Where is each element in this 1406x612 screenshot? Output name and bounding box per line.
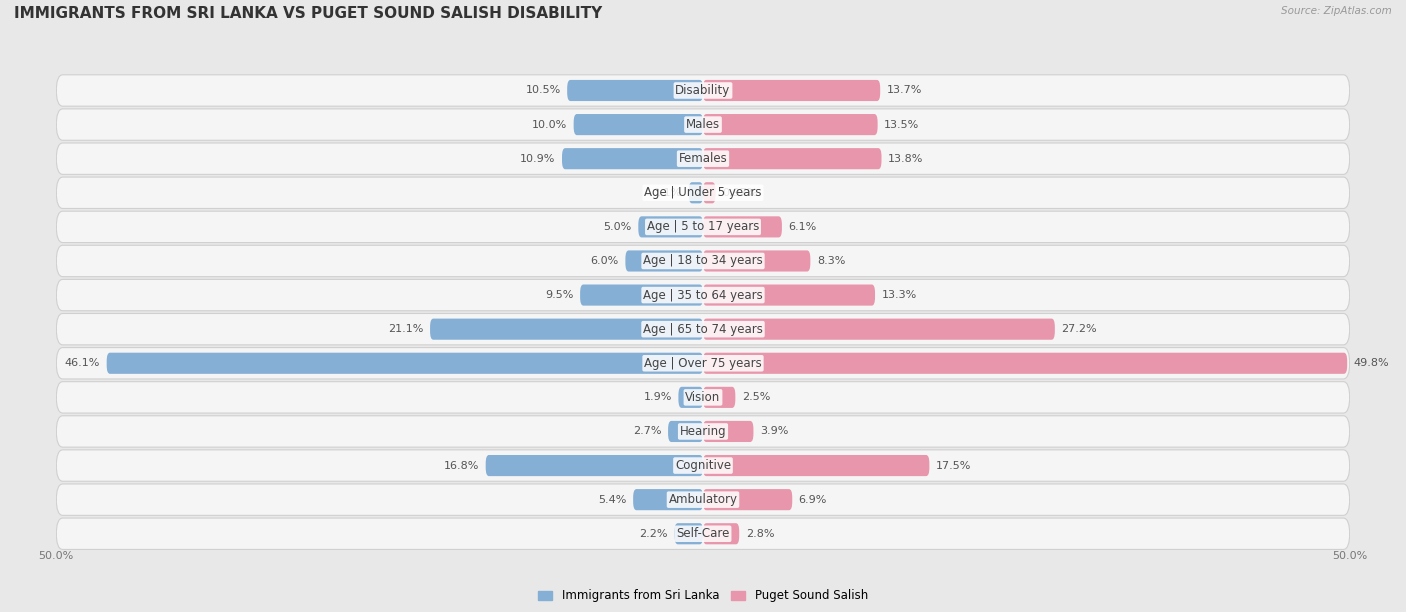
Text: 2.7%: 2.7% xyxy=(633,427,662,436)
FancyBboxPatch shape xyxy=(56,348,1350,379)
Text: 6.1%: 6.1% xyxy=(789,222,817,232)
FancyBboxPatch shape xyxy=(703,353,1347,374)
FancyBboxPatch shape xyxy=(638,216,703,237)
Text: 10.0%: 10.0% xyxy=(531,119,567,130)
FancyBboxPatch shape xyxy=(703,182,716,203)
Text: 50.0%: 50.0% xyxy=(1331,551,1368,561)
Text: Disability: Disability xyxy=(675,84,731,97)
Text: Age | 35 to 64 years: Age | 35 to 64 years xyxy=(643,289,763,302)
Text: 10.5%: 10.5% xyxy=(526,86,561,95)
Text: 0.97%: 0.97% xyxy=(723,188,758,198)
FancyBboxPatch shape xyxy=(56,313,1350,345)
FancyBboxPatch shape xyxy=(107,353,703,374)
Text: 17.5%: 17.5% xyxy=(936,461,972,471)
Text: Males: Males xyxy=(686,118,720,131)
Text: Self-Care: Self-Care xyxy=(676,528,730,540)
FancyBboxPatch shape xyxy=(703,387,735,408)
FancyBboxPatch shape xyxy=(562,148,703,170)
FancyBboxPatch shape xyxy=(56,382,1350,413)
Text: 13.5%: 13.5% xyxy=(884,119,920,130)
Text: Age | Under 5 years: Age | Under 5 years xyxy=(644,186,762,200)
FancyBboxPatch shape xyxy=(430,319,703,340)
FancyBboxPatch shape xyxy=(626,250,703,272)
Text: 9.5%: 9.5% xyxy=(546,290,574,300)
FancyBboxPatch shape xyxy=(56,109,1350,140)
Text: IMMIGRANTS FROM SRI LANKA VS PUGET SOUND SALISH DISABILITY: IMMIGRANTS FROM SRI LANKA VS PUGET SOUND… xyxy=(14,6,602,21)
FancyBboxPatch shape xyxy=(668,421,703,442)
FancyBboxPatch shape xyxy=(56,416,1350,447)
Text: Vision: Vision xyxy=(685,391,721,404)
Text: 3.9%: 3.9% xyxy=(759,427,789,436)
FancyBboxPatch shape xyxy=(703,455,929,476)
Text: 49.8%: 49.8% xyxy=(1354,358,1389,368)
Text: 6.0%: 6.0% xyxy=(591,256,619,266)
FancyBboxPatch shape xyxy=(56,450,1350,481)
Text: Cognitive: Cognitive xyxy=(675,459,731,472)
FancyBboxPatch shape xyxy=(703,148,882,170)
FancyBboxPatch shape xyxy=(703,114,877,135)
Text: 50.0%: 50.0% xyxy=(38,551,75,561)
FancyBboxPatch shape xyxy=(633,489,703,510)
Text: Source: ZipAtlas.com: Source: ZipAtlas.com xyxy=(1281,6,1392,16)
FancyBboxPatch shape xyxy=(56,518,1350,550)
FancyBboxPatch shape xyxy=(679,387,703,408)
FancyBboxPatch shape xyxy=(567,80,703,101)
FancyBboxPatch shape xyxy=(56,211,1350,242)
FancyBboxPatch shape xyxy=(703,421,754,442)
Text: 13.8%: 13.8% xyxy=(889,154,924,163)
Text: 13.3%: 13.3% xyxy=(882,290,917,300)
FancyBboxPatch shape xyxy=(703,285,875,305)
FancyBboxPatch shape xyxy=(581,285,703,305)
Text: 5.4%: 5.4% xyxy=(599,494,627,505)
Text: Females: Females xyxy=(679,152,727,165)
Text: 46.1%: 46.1% xyxy=(65,358,100,368)
FancyBboxPatch shape xyxy=(703,80,880,101)
Text: Ambulatory: Ambulatory xyxy=(668,493,738,506)
FancyBboxPatch shape xyxy=(56,143,1350,174)
Text: 6.9%: 6.9% xyxy=(799,494,827,505)
FancyBboxPatch shape xyxy=(703,489,792,510)
Text: 27.2%: 27.2% xyxy=(1062,324,1097,334)
FancyBboxPatch shape xyxy=(485,455,703,476)
FancyBboxPatch shape xyxy=(574,114,703,135)
Text: 2.8%: 2.8% xyxy=(745,529,775,539)
FancyBboxPatch shape xyxy=(56,280,1350,311)
FancyBboxPatch shape xyxy=(56,177,1350,209)
Text: Age | 5 to 17 years: Age | 5 to 17 years xyxy=(647,220,759,233)
Text: Age | Over 75 years: Age | Over 75 years xyxy=(644,357,762,370)
Text: 13.7%: 13.7% xyxy=(887,86,922,95)
Text: 2.5%: 2.5% xyxy=(742,392,770,402)
Text: Age | 65 to 74 years: Age | 65 to 74 years xyxy=(643,323,763,335)
FancyBboxPatch shape xyxy=(703,216,782,237)
FancyBboxPatch shape xyxy=(703,319,1054,340)
Text: 1.9%: 1.9% xyxy=(644,392,672,402)
FancyBboxPatch shape xyxy=(675,523,703,544)
Text: Hearing: Hearing xyxy=(679,425,727,438)
Text: 8.3%: 8.3% xyxy=(817,256,845,266)
Text: 2.2%: 2.2% xyxy=(640,529,668,539)
Text: Age | 18 to 34 years: Age | 18 to 34 years xyxy=(643,255,763,267)
Text: 21.1%: 21.1% xyxy=(388,324,423,334)
FancyBboxPatch shape xyxy=(56,245,1350,277)
Text: 10.9%: 10.9% xyxy=(520,154,555,163)
Text: 16.8%: 16.8% xyxy=(444,461,479,471)
Text: 5.0%: 5.0% xyxy=(603,222,631,232)
FancyBboxPatch shape xyxy=(689,182,703,203)
FancyBboxPatch shape xyxy=(703,523,740,544)
Legend: Immigrants from Sri Lanka, Puget Sound Salish: Immigrants from Sri Lanka, Puget Sound S… xyxy=(533,584,873,607)
FancyBboxPatch shape xyxy=(703,250,810,272)
FancyBboxPatch shape xyxy=(56,484,1350,515)
Text: 1.1%: 1.1% xyxy=(654,188,682,198)
FancyBboxPatch shape xyxy=(56,75,1350,106)
